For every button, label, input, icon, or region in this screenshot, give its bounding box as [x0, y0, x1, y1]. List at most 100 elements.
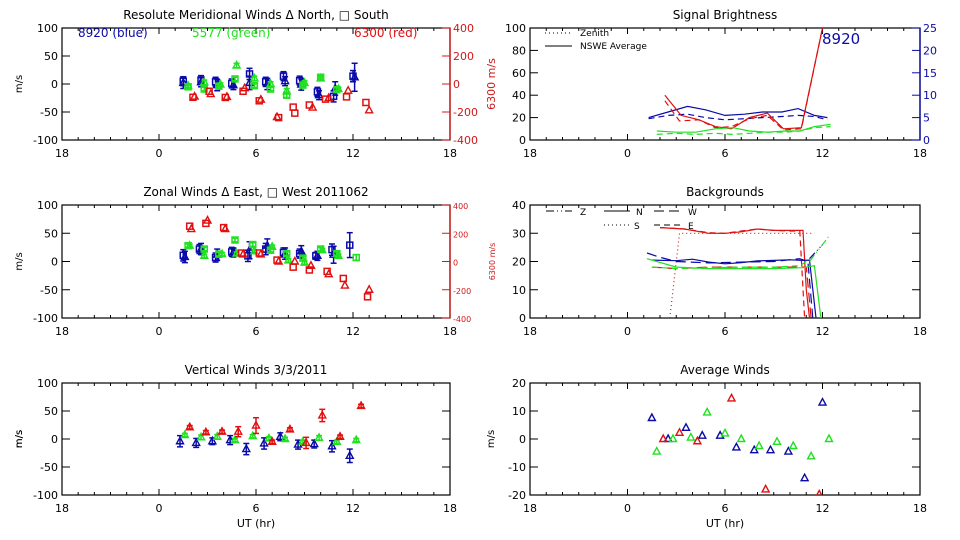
square-marker — [185, 222, 194, 230]
square-marker — [279, 72, 288, 80]
triangle-marker — [199, 76, 209, 86]
x-tick-label: 0 — [624, 502, 631, 515]
y-tick-label: 10 — [512, 284, 526, 297]
square-marker — [305, 266, 314, 274]
triangle-marker — [241, 443, 251, 453]
y-tick-label: 0 — [519, 134, 526, 147]
series-line — [664, 28, 824, 130]
square-marker — [273, 256, 281, 264]
square-marker — [215, 82, 223, 90]
square-marker — [205, 87, 213, 96]
y2-tick-label: 25 — [923, 22, 937, 35]
triangle-marker — [317, 410, 327, 419]
triangle-marker — [207, 435, 218, 445]
triangle-marker — [697, 430, 707, 439]
square-marker — [305, 101, 314, 109]
square-marker — [316, 73, 325, 82]
y-tick-label: -100 — [33, 134, 58, 147]
y2-tick-label: 0 — [453, 259, 458, 268]
triangle-marker — [185, 421, 195, 431]
chart-title: Vertical Winds 3/3/2011 — [185, 363, 328, 377]
triangle-marker — [356, 400, 366, 410]
chart-title: Resolute Meridional Winds Δ North, □ Sou… — [123, 8, 389, 22]
y-tick-label: 50 — [44, 405, 58, 418]
triangle-marker — [681, 422, 691, 431]
y-tick-label: 50 — [44, 50, 58, 63]
triangle-marker — [702, 406, 712, 416]
series-line — [651, 266, 812, 318]
x-tick-label: 0 — [624, 325, 631, 338]
triangle-marker — [815, 488, 823, 495]
x-tick-label: 12 — [346, 502, 360, 515]
y-tick-label: 10 — [512, 405, 526, 418]
triangle-marker — [351, 434, 361, 444]
square-marker — [299, 254, 307, 262]
square-marker — [179, 251, 187, 260]
x-tick-label: 6 — [722, 502, 729, 515]
triangle-marker — [280, 433, 290, 443]
triangle-marker — [668, 433, 678, 443]
plot-frame — [529, 204, 921, 319]
annotation-blue: 8920 (blue) — [78, 26, 148, 40]
square-marker — [195, 245, 204, 253]
series-line — [656, 123, 831, 133]
x-axis-label: UT (hr) — [237, 517, 275, 530]
y-tick-label: 40 — [512, 89, 526, 102]
y-axis-label: m/s — [14, 430, 25, 448]
square-marker — [255, 249, 263, 257]
square-marker — [363, 293, 372, 301]
square-marker — [299, 81, 307, 89]
square-marker — [202, 219, 210, 228]
triangle-marker — [212, 431, 222, 440]
y-tick-label: 20 — [512, 377, 526, 390]
data-layer — [179, 215, 374, 301]
chart-meridional: Resolute Meridional Winds Δ North, □ Sou… — [14, 8, 498, 160]
y-tick-label: 0 — [51, 433, 58, 446]
series-line — [659, 227, 806, 318]
square-marker — [274, 113, 283, 122]
y2-tick-label: -400 — [453, 315, 471, 324]
square-marker — [312, 252, 320, 260]
square-marker — [237, 249, 246, 257]
y-tick-label: 40 — [512, 199, 526, 212]
y-axis-label: m/s — [14, 430, 25, 448]
x-tick-label: 6 — [722, 325, 729, 338]
data-layer — [646, 227, 830, 318]
y-tick-label: 0 — [51, 78, 58, 91]
x-tick-label: 0 — [156, 325, 163, 338]
triangle-marker — [332, 436, 342, 445]
y-tick-label: 100 — [505, 22, 526, 35]
y2-tick-label: -200 — [453, 287, 471, 296]
square-marker — [333, 85, 341, 94]
square-marker — [219, 223, 228, 232]
y-tick-label: -100 — [33, 489, 58, 502]
triangle-marker — [175, 435, 185, 445]
y2-tick-label: 15 — [923, 67, 937, 80]
square-marker — [289, 103, 297, 111]
x-tick-label: 6 — [253, 325, 260, 338]
x-tick-label: 0 — [156, 147, 163, 160]
annotation-red: 6300 (red) — [354, 26, 417, 40]
y-tick-label: 100 — [37, 377, 58, 390]
square-marker — [200, 245, 209, 253]
square-marker — [245, 70, 254, 78]
square-marker — [215, 250, 223, 258]
legend-label: S — [634, 222, 640, 232]
square-marker — [266, 85, 275, 93]
y-axis-label: m/s — [14, 252, 25, 270]
triangle-marker — [306, 260, 316, 269]
y2-tick-label: 400 — [453, 202, 468, 211]
series-line — [659, 227, 811, 318]
y2-tick-label: 200 — [453, 230, 468, 239]
triangle-marker — [301, 437, 311, 447]
square-marker — [323, 267, 331, 276]
y-tick-label: 0 — [519, 312, 526, 325]
x-tick-label: 12 — [346, 325, 360, 338]
legend-label: Zenith — [580, 29, 609, 39]
series-line — [809, 244, 823, 260]
triangle-marker — [686, 432, 696, 441]
x-tick-label: 18 — [443, 147, 457, 160]
triangle-marker — [663, 433, 673, 443]
x-tick-label: 18 — [523, 147, 537, 160]
